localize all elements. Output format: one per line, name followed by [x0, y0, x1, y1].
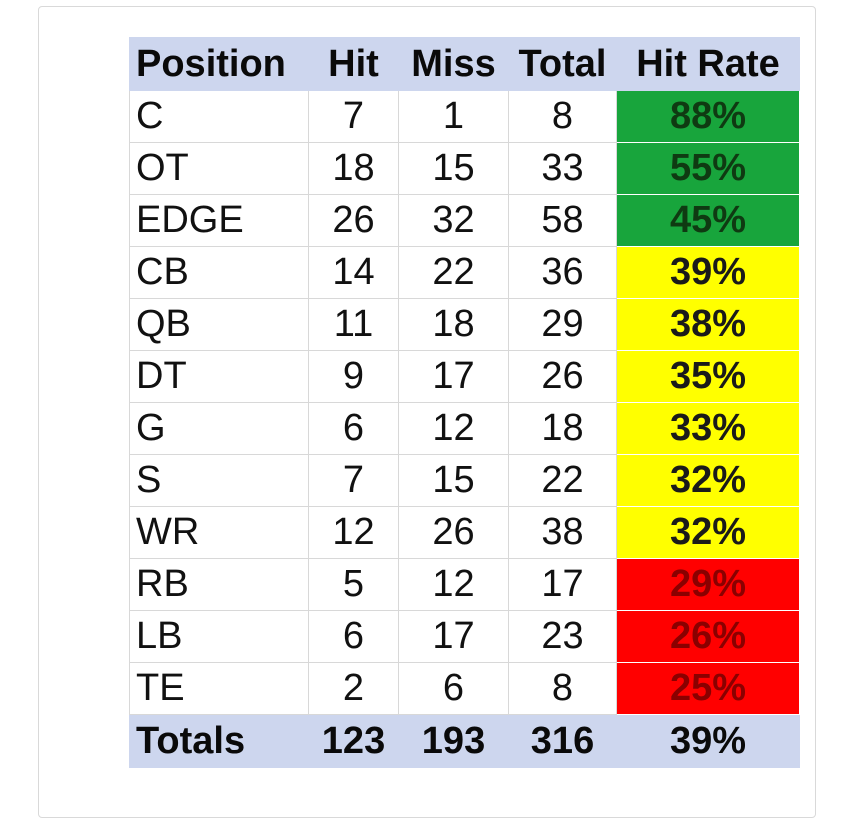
- cell-miss: 6: [398, 662, 509, 715]
- cell-hit: 18: [308, 142, 399, 195]
- totals-hit-rate: 39%: [616, 714, 800, 768]
- table-header-row: Position Hit Miss Total Hit Rate: [129, 37, 800, 91]
- cell-miss: 22: [398, 246, 509, 299]
- totals-total: 316: [508, 714, 617, 768]
- cell-total: 33: [508, 142, 617, 195]
- cell-hit: 6: [308, 610, 399, 663]
- cell-position: DT: [129, 350, 309, 403]
- cell-position: TE: [129, 662, 309, 715]
- cell-miss: 12: [398, 558, 509, 611]
- cell-hit-rate: 45%: [616, 194, 800, 247]
- cell-miss: 18: [398, 298, 509, 351]
- cell-miss: 15: [398, 142, 509, 195]
- cell-total: 29: [508, 298, 617, 351]
- table-body: C 7 1 8 88% OT 18 15 33 55% EDGE 26 32 58 45% CB 14 22 36 3…: [129, 90, 800, 715]
- cell-hit-rate: 39%: [616, 246, 800, 299]
- table-row: TE 2 6 8 25%: [129, 662, 800, 715]
- table-row: G 6 12 18 33%: [129, 402, 800, 455]
- cell-hit: 5: [308, 558, 399, 611]
- header-position: Position: [129, 37, 309, 91]
- cell-hit: 14: [308, 246, 399, 299]
- table-row: QB 11 18 29 38%: [129, 298, 800, 351]
- cell-total: 17: [508, 558, 617, 611]
- cell-hit-rate: 33%: [616, 402, 800, 455]
- totals-miss: 193: [398, 714, 509, 768]
- cell-hit-rate: 26%: [616, 610, 800, 663]
- table-row: LB 6 17 23 26%: [129, 610, 800, 663]
- cell-total: 23: [508, 610, 617, 663]
- cell-miss: 32: [398, 194, 509, 247]
- cell-hit: 12: [308, 506, 399, 559]
- table-row: C 7 1 8 88%: [129, 90, 800, 143]
- cell-position: RB: [129, 558, 309, 611]
- cell-hit-rate: 29%: [616, 558, 800, 611]
- cell-miss: 1: [398, 90, 509, 143]
- header-total: Total: [508, 37, 617, 91]
- cell-hit-rate: 38%: [616, 298, 800, 351]
- cell-total: 8: [508, 662, 617, 715]
- cell-total: 36: [508, 246, 617, 299]
- cell-position: WR: [129, 506, 309, 559]
- table-row: WR 12 26 38 32%: [129, 506, 800, 559]
- header-hit-rate: Hit Rate: [616, 37, 800, 91]
- table-row: CB 14 22 36 39%: [129, 246, 800, 299]
- cell-hit: 7: [308, 454, 399, 507]
- cell-hit-rate: 88%: [616, 90, 800, 143]
- cell-hit: 9: [308, 350, 399, 403]
- table-row: DT 9 17 26 35%: [129, 350, 800, 403]
- totals-row: Totals 123 193 316 39%: [129, 714, 800, 768]
- cell-position: G: [129, 402, 309, 455]
- cell-total: 58: [508, 194, 617, 247]
- cell-miss: 17: [398, 350, 509, 403]
- hit-rate-table-container: Position Hit Miss Total Hit Rate C 7 1 8 88%…: [129, 37, 800, 768]
- cell-miss: 15: [398, 454, 509, 507]
- hit-rate-table: Position Hit Miss Total Hit Rate C 7 1 8 88%…: [129, 37, 800, 768]
- cell-total: 26: [508, 350, 617, 403]
- cell-hit: 6: [308, 402, 399, 455]
- cell-total: 38: [508, 506, 617, 559]
- header-miss: Miss: [398, 37, 509, 91]
- content-card: Position Hit Miss Total Hit Rate C 7 1 8 88%…: [38, 6, 816, 818]
- cell-position: EDGE: [129, 194, 309, 247]
- cell-position: CB: [129, 246, 309, 299]
- cell-total: 8: [508, 90, 617, 143]
- table-row: EDGE 26 32 58 45%: [129, 194, 800, 247]
- cell-position: QB: [129, 298, 309, 351]
- cell-hit: 11: [308, 298, 399, 351]
- cell-hit: 7: [308, 90, 399, 143]
- cell-miss: 17: [398, 610, 509, 663]
- cell-position: S: [129, 454, 309, 507]
- header-hit: Hit: [308, 37, 399, 91]
- cell-hit-rate: 32%: [616, 506, 800, 559]
- table-row: S 7 15 22 32%: [129, 454, 800, 507]
- cell-miss: 12: [398, 402, 509, 455]
- cell-total: 18: [508, 402, 617, 455]
- cell-position: C: [129, 90, 309, 143]
- cell-miss: 26: [398, 506, 509, 559]
- cell-hit-rate: 25%: [616, 662, 800, 715]
- cell-position: LB: [129, 610, 309, 663]
- cell-total: 22: [508, 454, 617, 507]
- cell-position: OT: [129, 142, 309, 195]
- cell-hit-rate: 35%: [616, 350, 800, 403]
- totals-hit: 123: [308, 714, 399, 768]
- table-row: RB 5 12 17 29%: [129, 558, 800, 611]
- totals-label: Totals: [129, 714, 309, 768]
- cell-hit: 26: [308, 194, 399, 247]
- cell-hit-rate: 55%: [616, 142, 800, 195]
- cell-hit: 2: [308, 662, 399, 715]
- table-row: OT 18 15 33 55%: [129, 142, 800, 195]
- cell-hit-rate: 32%: [616, 454, 800, 507]
